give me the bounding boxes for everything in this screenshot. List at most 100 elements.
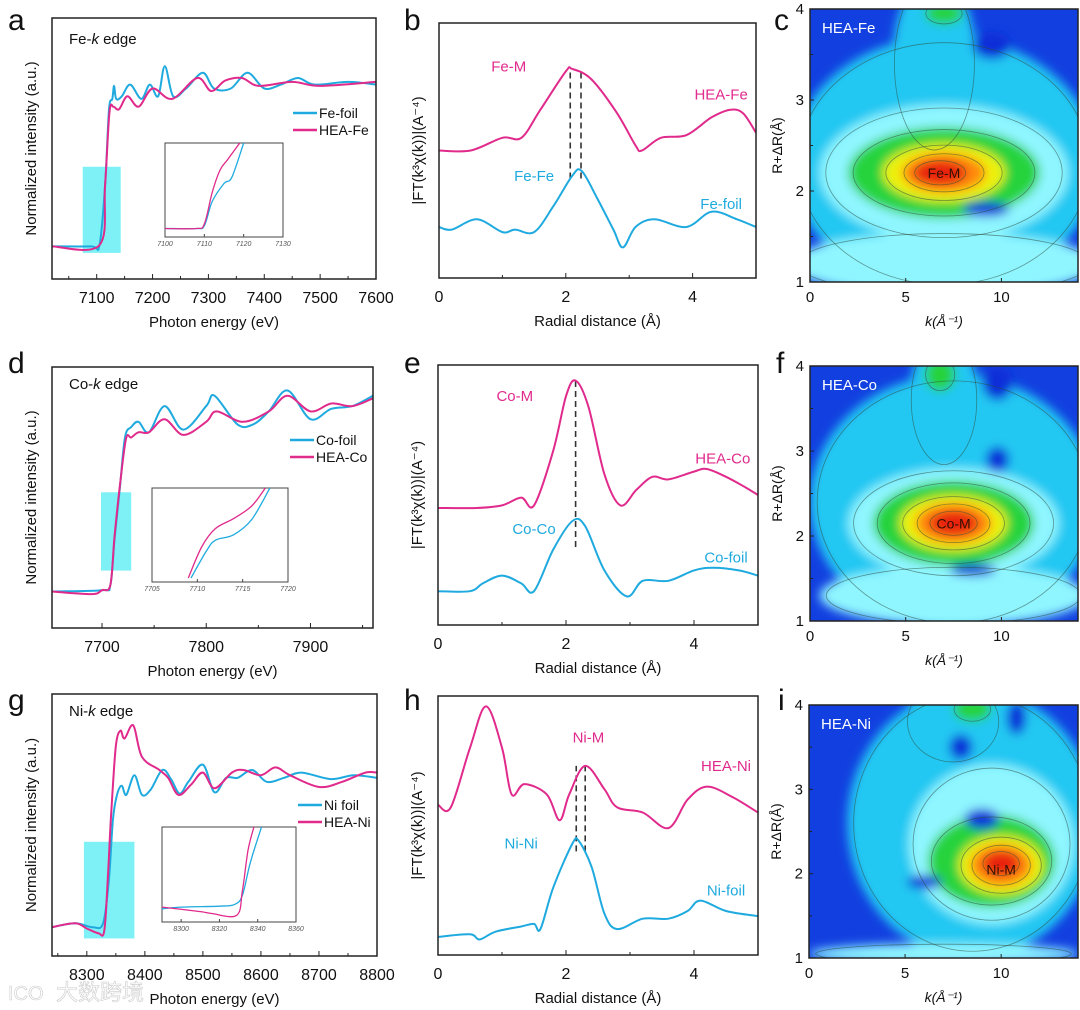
edge-title: Fe-k edge (69, 31, 137, 48)
x-tick-label: 7200 (135, 290, 171, 307)
series-line-co-foil (437, 517, 759, 598)
panel-letter: d (8, 347, 25, 380)
heatmap-blob (924, 366, 956, 392)
x-tick-label: 7400 (246, 290, 282, 307)
panel-letter: c (774, 4, 789, 37)
panel-f: f HEA-Co Co-M 1 2 3 4 0 5 10 k(Å⁻¹) R+ΔR(Å) (769, 347, 1079, 668)
heatmap (810, 9, 1078, 282)
y-tick-label: 1 (796, 613, 804, 630)
inset-plot: 8300 8320 8340 8360 (161, 826, 304, 933)
x-tick-label: 8800 (359, 967, 395, 984)
legend-label: HEA-Fe (319, 122, 369, 138)
inset-x-tick-label: 7110 (197, 241, 212, 248)
panel-letter: b (404, 4, 421, 37)
heatmap-blob (982, 366, 1013, 400)
inset-plot: 7705 7710 7715 7720 (144, 487, 296, 593)
x-tick-label: 5 (902, 628, 910, 645)
plot-frame (437, 364, 759, 626)
x-tick-label: 8400 (127, 967, 163, 984)
peak-label: Ni-foil (707, 882, 745, 899)
x-tick-label: 7500 (302, 290, 338, 307)
edge-title: Co-k edge (69, 376, 138, 393)
legend-label: Ni foil (324, 797, 359, 813)
x-axis-label: k(Å⁻¹) (925, 989, 963, 1005)
y-axis-label: |FT(k³χ(k))|(A⁻⁴) (409, 441, 426, 549)
title-suffix: edge (99, 31, 137, 48)
title-element: Co- (69, 376, 93, 393)
panel-letter: f (776, 347, 785, 380)
x-tick-label: 10 (993, 965, 1010, 982)
panel-letter: g (8, 684, 25, 717)
peak-label: HEA-Fe (694, 86, 747, 103)
inset-x-tick-label: 7100 (157, 241, 173, 248)
peak-label: Ni-M (986, 861, 1016, 877)
contour-line (953, 705, 991, 722)
y-tick-label: 2 (796, 528, 804, 545)
title-k: k (92, 31, 101, 48)
x-tick-label: 0 (434, 966, 443, 983)
x-tick-label: 5 (901, 965, 909, 982)
panel-d: d 7700 7800 7900 Photon energy (eV) Normalize… (8, 347, 374, 680)
x-tick-label: 4 (690, 966, 699, 983)
title-k: k (93, 376, 102, 393)
panel-e: e 0 2 4 Radial distance (Å) |FT(k³χ(k))|(A⁻⁴)… (404, 347, 759, 677)
y-tick-label: 2 (795, 866, 803, 883)
peak-label: Ni-Ni (505, 836, 538, 853)
panel-letter: h (404, 684, 421, 717)
inset-frame (164, 142, 284, 238)
title-element: Fe- (69, 31, 92, 48)
y-axis-label: Normalized intensity (a.u.) (23, 738, 40, 912)
legend-label: Co-foil (316, 432, 356, 448)
contour-line (815, 943, 1072, 958)
x-tick-label: 7100 (79, 290, 115, 307)
x-tick-label: 8500 (185, 967, 221, 984)
panel-b: b 0 2 4 Radial distance (Å) |FT(k³χ(k))|(A⁻⁴)… (404, 4, 757, 330)
x-tick-label: 10 (993, 289, 1010, 306)
x-tick-label: 7700 (84, 639, 120, 656)
peak-label: Co-foil (704, 549, 747, 566)
x-tick-label: 0 (806, 289, 814, 306)
contour-line (876, 482, 1031, 565)
plot-frame (51, 17, 377, 280)
inset-plot: 7100 7110 7120 7130 (157, 142, 291, 248)
contour-line (810, 233, 1078, 282)
heatmap-blob (964, 808, 1000, 829)
contour-line (852, 129, 1036, 217)
panel-a: a 7100 7200 7300 7400 7500 7600 Photon energy (… (8, 4, 394, 331)
heatmap-blob (949, 564, 996, 576)
y-tick-label: 3 (796, 92, 804, 109)
legend-label: HEA-Ni (324, 814, 371, 830)
y-axis-label: R+ΔR(Å) (769, 465, 785, 521)
x-tick-label: 10 (993, 628, 1010, 645)
inset-x-tick-label: 7130 (275, 241, 291, 248)
contour-line (810, 42, 1078, 282)
inset-x-tick-label: 8320 (212, 926, 228, 933)
series-line-hea-fe (438, 66, 757, 153)
heatmap-label: HEA-Ni (821, 716, 871, 733)
panel-i: i HEA-Ni Ni-M 1 2 3 4 0 5 10 k(Å⁻¹) R+ΔR(Å) (768, 684, 1079, 1005)
contour-line (903, 153, 985, 193)
series-line-hea-fe (51, 76, 377, 251)
heatmap-blob (909, 366, 979, 468)
inset-series-line (190, 488, 271, 579)
peak-label: Fe-M (491, 58, 526, 75)
contour-line (907, 705, 1000, 763)
heatmap-blob (906, 875, 942, 889)
inset-x-tick-label: 7705 (144, 586, 160, 593)
panel-letter: e (404, 347, 421, 380)
y-axis-label: |FT(k³χ(k))|(A⁻⁴) (410, 96, 427, 204)
heatmap-blob (819, 565, 1078, 621)
y-tick-label: 2 (796, 183, 804, 200)
y-axis-label: R+ΔR(Å) (768, 803, 784, 859)
x-tick-label: 0 (806, 628, 814, 645)
peak-label: HEA-Co (695, 451, 750, 468)
edge-title: Ni-k edge (69, 703, 133, 720)
y-tick-label: 1 (796, 274, 804, 291)
contour-line (925, 9, 963, 25)
contour-line (929, 510, 978, 536)
title-element: Ni- (69, 703, 88, 720)
x-tick-label: 7900 (293, 639, 329, 656)
panel-g: g 8300 8400 8500 8600 8700 8800 Photon energy (… (8, 684, 395, 1008)
inset-x-tick-label: 7710 (190, 586, 206, 593)
x-tick-label: 7300 (191, 290, 227, 307)
